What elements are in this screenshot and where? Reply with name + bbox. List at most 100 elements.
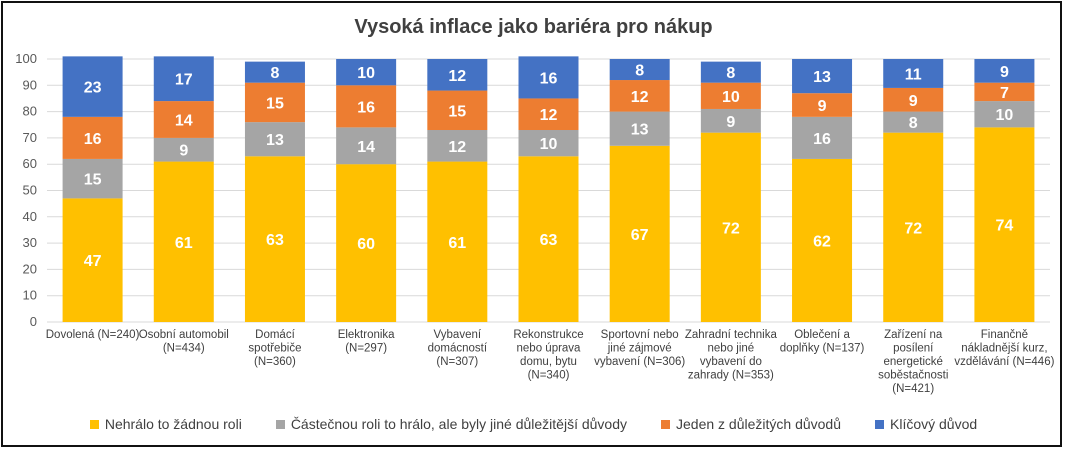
bar-segment [518,130,579,157]
bar-segment [792,93,853,117]
x-tick-label: nákladnější kurz, [961,343,1047,355]
x-tick-label: (N=421) [892,383,934,395]
bar-segment [427,130,488,162]
bar-segment [62,198,123,322]
data-label: 9 [909,93,918,110]
data-label: 12 [631,89,649,106]
x-tick-label: Finančně [981,329,1028,341]
bar-segment [518,56,579,99]
bar-segment [244,82,305,123]
bar-segment [62,56,123,117]
bar-segment [700,108,761,133]
bar-segment [62,116,123,159]
bar-segment [336,127,397,165]
data-label: 9 [818,98,827,115]
bar-segment [153,101,214,138]
data-label: 17 [175,72,193,89]
data-label: 10 [996,107,1014,124]
data-label: 63 [540,232,558,249]
data-label: 16 [813,131,831,148]
legend-swatch [275,419,285,429]
bar-segment [700,82,761,109]
bar-segment [974,59,1035,83]
bar-segment [883,59,944,88]
legend-item: Nehrálo to žádnou roli [89,416,242,432]
x-tick-label: Zařízení na [884,329,943,341]
legend-label: Klíčový důvod [890,416,978,432]
x-tick-label: Elektronika [338,329,395,341]
data-label: 13 [631,122,649,139]
bar-segment [153,161,214,322]
x-tick-label: Domácí [255,329,295,341]
x-tick-label: nebo úprava [517,343,582,355]
legend-item: Jeden z důležitých důvodů [661,416,841,432]
bar-segment [883,87,944,112]
data-label: 12 [448,139,466,156]
x-tick-label: domu, bytu [520,356,577,368]
y-tick-label: 60 [23,156,37,171]
bar-segment [792,116,853,159]
bar-segment [62,158,123,199]
bar-segment [792,158,853,322]
data-label: 13 [266,132,284,149]
legend-swatch [875,419,884,429]
chart-title: Vysoká inflace jako bariéra pro nákup [354,16,713,38]
data-label: 9 [1000,64,1009,81]
x-tick-label: nebo jiné [708,343,755,355]
y-tick-label: 90 [23,77,37,92]
bar-segment [427,59,488,91]
bar-segment [336,164,397,322]
data-label: 14 [175,112,193,129]
data-label: 23 [84,80,102,97]
bar-segment [974,101,1035,128]
data-label: 61 [175,235,193,252]
x-tick-label: spotřebiče [248,343,301,355]
y-tick-label: 0 [30,314,37,329]
data-label: 9 [726,114,735,131]
x-tick-label: Dovolená (N=240) [46,329,140,341]
x-tick-label: (N=340) [528,370,570,382]
data-label: 15 [84,172,102,189]
x-tick-label: (N=297) [345,343,387,355]
bar-segment [974,82,1035,102]
bar-segment [153,137,214,162]
bar-segment [883,132,944,322]
data-label: 9 [179,143,188,160]
x-tick-label: doplňky (N=137) [780,343,865,355]
legend-label: Nehrálo to žádnou roli [104,416,242,432]
bar-segment [700,132,761,322]
data-label: 14 [357,139,375,156]
bar-segment [336,85,397,128]
data-label: 60 [357,236,375,253]
x-tick-label: jiné zájmové [607,343,672,355]
bar-segment [153,56,214,102]
x-tick-label: domácností [428,343,488,355]
bar-segment [609,59,670,81]
x-tick-label: soběstačnosti [878,370,948,382]
x-tick-label: vybavení (N=306) [594,356,685,368]
data-label: 8 [271,65,280,82]
x-tick-label: (N=360) [254,356,296,368]
data-label: 12 [448,68,466,85]
bar-segment [518,98,579,131]
data-label: 72 [904,220,922,237]
legend-swatch [89,419,99,429]
x-tick-label: vybavení do [700,356,762,368]
bar-segment [427,90,488,131]
data-label: 62 [813,233,831,250]
data-label: 61 [448,235,466,252]
x-tick-label: (N=434) [163,343,205,355]
bar-segment [518,156,579,322]
legend-label: Jeden z důležitých důvodů [676,416,841,432]
data-label: 11 [905,66,922,83]
y-tick-label: 100 [15,51,37,66]
y-tick-label: 30 [23,235,37,250]
data-label: 72 [722,220,740,237]
bar-segment [609,80,670,112]
bar-segment [244,156,305,322]
data-label: 8 [726,65,735,82]
data-label: 12 [540,107,558,124]
x-tick-label: Vybavení [434,329,482,341]
data-label: 10 [722,89,740,106]
bar-segment [427,161,488,322]
